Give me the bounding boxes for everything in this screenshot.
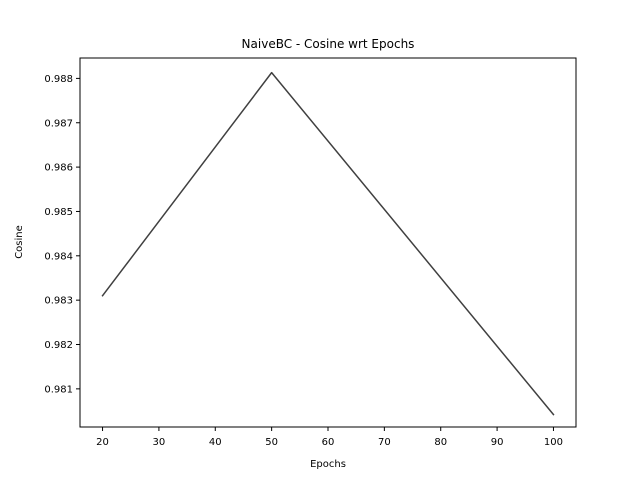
y-tick-label: 0.983 [44,296,73,307]
x-tick-label: 90 [491,437,504,448]
y-tick-label: 0.984 [44,251,73,262]
y-tick-label: 0.982 [44,340,73,351]
x-tick-label: 50 [265,437,278,448]
y-axis-label: Cosine [14,225,25,259]
y-tick-label: 0.988 [44,74,73,85]
y-axis-ticks: 0.981 0.982 0.983 0.984 0.985 0.986 0.987 0.988 [44,74,80,395]
series-layer [101,71,555,416]
x-tick-label: 60 [322,437,335,448]
y-tick-label: 0.987 [44,118,73,129]
series-line-0 [101,71,555,416]
x-tick-label: 40 [209,437,222,448]
x-axis-label: Epochs [310,459,346,470]
y-tick-label: 0.986 [44,163,73,174]
chart-title: NaiveBC - Cosine wrt Epochs [242,37,415,51]
y-tick-label: 0.981 [44,384,73,395]
x-tick-label: 30 [153,437,166,448]
y-tick-label: 0.985 [44,207,73,218]
x-axis-ticks: 20 30 40 50 60 70 80 90 100 [96,427,563,448]
x-tick-label: 80 [434,437,447,448]
plot-area [80,58,576,427]
plot-frame [79,57,577,428]
x-tick-label: 70 [378,437,391,448]
x-tick-label: 20 [96,437,109,448]
x-tick-label: 100 [544,437,563,448]
